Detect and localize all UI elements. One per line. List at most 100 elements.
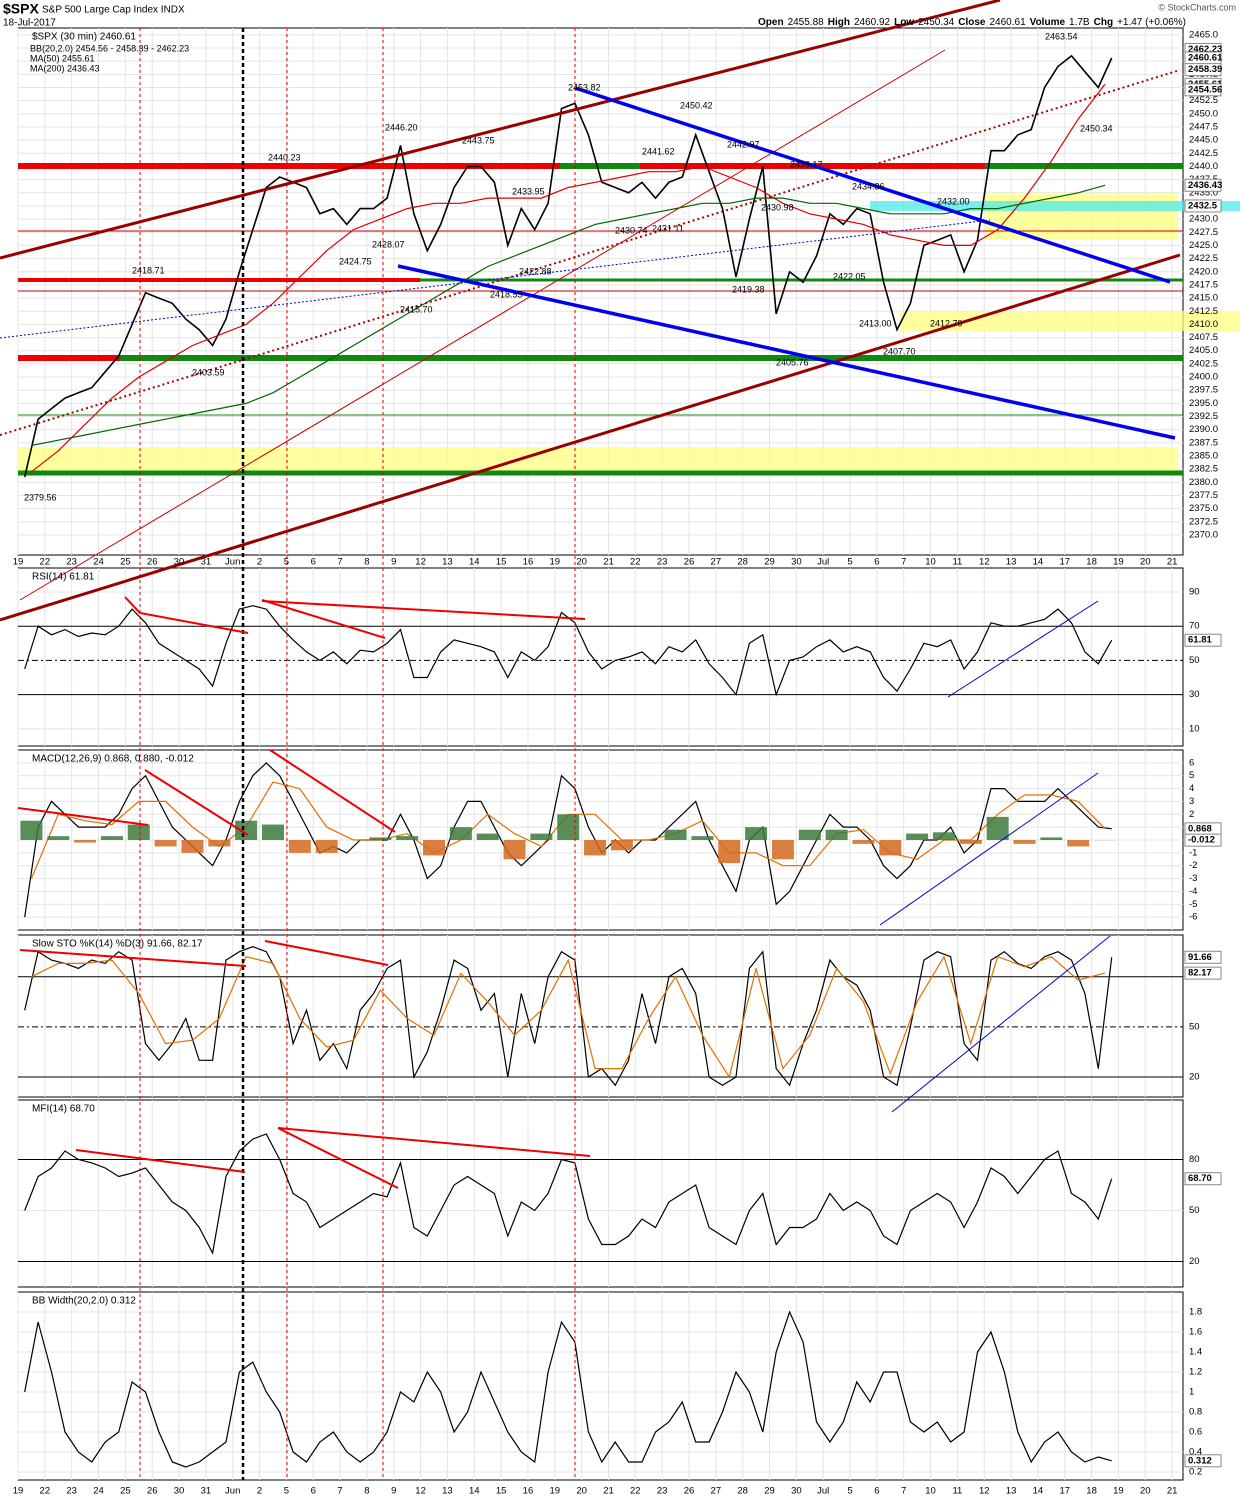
x-tick-label: 16: [523, 557, 534, 568]
yellow-zone: [985, 194, 1178, 240]
y-tick-label: 20: [1189, 1071, 1200, 1082]
x-tick-label: 13: [1006, 557, 1017, 568]
price-annotation: 2434.86: [852, 181, 885, 191]
quote-label: Volume: [1030, 17, 1066, 28]
divergence-line: [261, 600, 586, 620]
series-line: [31, 83, 1106, 473]
y-tick-label: 2382.5: [1189, 464, 1218, 475]
series-line: [24, 946, 1113, 1087]
x-tick-label: 22: [630, 1486, 641, 1497]
y-tick-label: 1.6: [1189, 1327, 1202, 1338]
y-tick-label: 50: [1189, 1021, 1200, 1032]
y-tick-label: 2392.5: [1189, 411, 1218, 422]
x-tick-label: 29: [764, 557, 775, 568]
trend-line: [947, 600, 1099, 698]
histogram-bar: [476, 833, 499, 840]
y-tick-label: 20: [1189, 1256, 1200, 1267]
zones: [18, 163, 1240, 476]
x-tick-label: 5: [284, 1486, 289, 1497]
price-annotation: 2428.07: [372, 239, 405, 249]
x-tick-label: 6: [874, 1486, 879, 1497]
x-tick-label: 12: [979, 1486, 990, 1497]
date: 18-Jul-2017: [3, 18, 56, 29]
divergence-line: [19, 949, 247, 967]
y-tick-label: 70: [1189, 621, 1200, 632]
index-name: S&P 500 Large Cap Index INDX: [42, 5, 185, 16]
histogram-bar: [745, 827, 768, 840]
y-tick-label: 0.8: [1189, 1407, 1202, 1418]
x-tick-label: 6: [874, 557, 879, 568]
x-tick-label: 5: [847, 557, 852, 568]
y-tick-label: -3: [1189, 873, 1197, 884]
panel: [17, 1291, 1184, 1481]
x-tick-label: 22: [630, 557, 641, 568]
x-tick-label: 12: [979, 557, 990, 568]
x-tick-label: 19: [1113, 557, 1124, 568]
x-tick-label: 14: [469, 557, 480, 568]
price-annotation: 2430.98: [761, 202, 794, 212]
x-tick-label: 26: [147, 1486, 158, 1497]
x-tick-label: 16: [523, 1486, 534, 1497]
x-tick-label: 29: [764, 1486, 775, 1497]
histogram-bar: [208, 840, 231, 847]
y-tick-label: 1.4: [1189, 1347, 1202, 1358]
price-annotation: 2453.82: [568, 82, 601, 92]
quote-value: 2460.92: [854, 17, 891, 28]
x-tick-label: 11: [952, 557, 962, 568]
price-annotation: 2431.11: [652, 223, 684, 233]
value-tag: [1184, 1454, 1222, 1468]
y-tick-label: 2440.0: [1189, 161, 1218, 172]
quote-label: High: [828, 17, 850, 28]
x-tick-label: 21: [1167, 557, 1178, 568]
x-tick-label: 14: [469, 1486, 480, 1497]
price-annotation: 2463.54: [1045, 31, 1078, 41]
plot-layer: [20, 54, 1117, 1468]
histogram-bar: [932, 832, 955, 840]
histogram-bar: [288, 840, 311, 853]
x-tick-label: 13: [442, 557, 453, 568]
x-tick-label: 11: [952, 1486, 962, 1497]
histogram-bar: [718, 840, 741, 864]
y-tick-label: 4: [1189, 783, 1194, 794]
x-tick-label: 22: [40, 1486, 51, 1497]
y-tick-label: -2: [1189, 860, 1197, 871]
panel-title: MACD(12,26,9) 0.868, 0.880, -0.012: [32, 754, 194, 765]
x-tick-label: 19: [13, 1486, 24, 1497]
histogram-bar: [396, 836, 419, 840]
histogram-bar: [47, 836, 70, 840]
x-tick-label: 5: [847, 1486, 852, 1497]
y-tick-label: 6: [1189, 757, 1194, 768]
price-annotation: 2450.42: [680, 100, 713, 110]
y-tick-label: 2412.5: [1189, 306, 1218, 317]
divergence-line: [269, 749, 396, 833]
value-tag: [1184, 1172, 1222, 1186]
trend-line: [397, 264, 1176, 440]
x-tick-label: 5: [284, 557, 289, 568]
x-tick-label: 9: [391, 557, 396, 568]
y-tick-label: 2405.0: [1189, 345, 1218, 356]
y-tick-label: 1.8: [1189, 1307, 1202, 1318]
quote-value: 2450.34: [918, 17, 955, 28]
quote: Open 2455.88 High 2460.92 Low 2450.34 Close 246…: [758, 17, 1186, 28]
y-tick-label: 2452.5: [1189, 95, 1218, 106]
y-tick-label: 5: [1189, 770, 1194, 781]
x-tick-label: 8: [364, 557, 369, 568]
drawings: [0, 0, 1181, 1480]
value-tag-label: 0.312: [1188, 1455, 1212, 1466]
x-tick-label: 15: [496, 557, 507, 568]
x-tick-label: 6: [311, 1486, 316, 1497]
x-tick-label: 8: [364, 1486, 369, 1497]
y-tick-label: 2410.0: [1189, 319, 1218, 330]
histogram-bar: [315, 840, 338, 853]
quote-value: 1.7B: [1069, 17, 1090, 28]
series-line: [31, 184, 1106, 447]
x-tick-label: 23: [657, 1486, 668, 1497]
y-tick-label: -4: [1189, 886, 1197, 897]
histogram-bar: [906, 833, 929, 840]
y-tick-label: 2402.5: [1189, 358, 1218, 369]
y-tick-label: 1.2: [1189, 1367, 1202, 1378]
y-tick-label: 10: [1189, 723, 1200, 734]
histogram-bar: [557, 814, 580, 840]
histogram-bar: [369, 837, 392, 840]
